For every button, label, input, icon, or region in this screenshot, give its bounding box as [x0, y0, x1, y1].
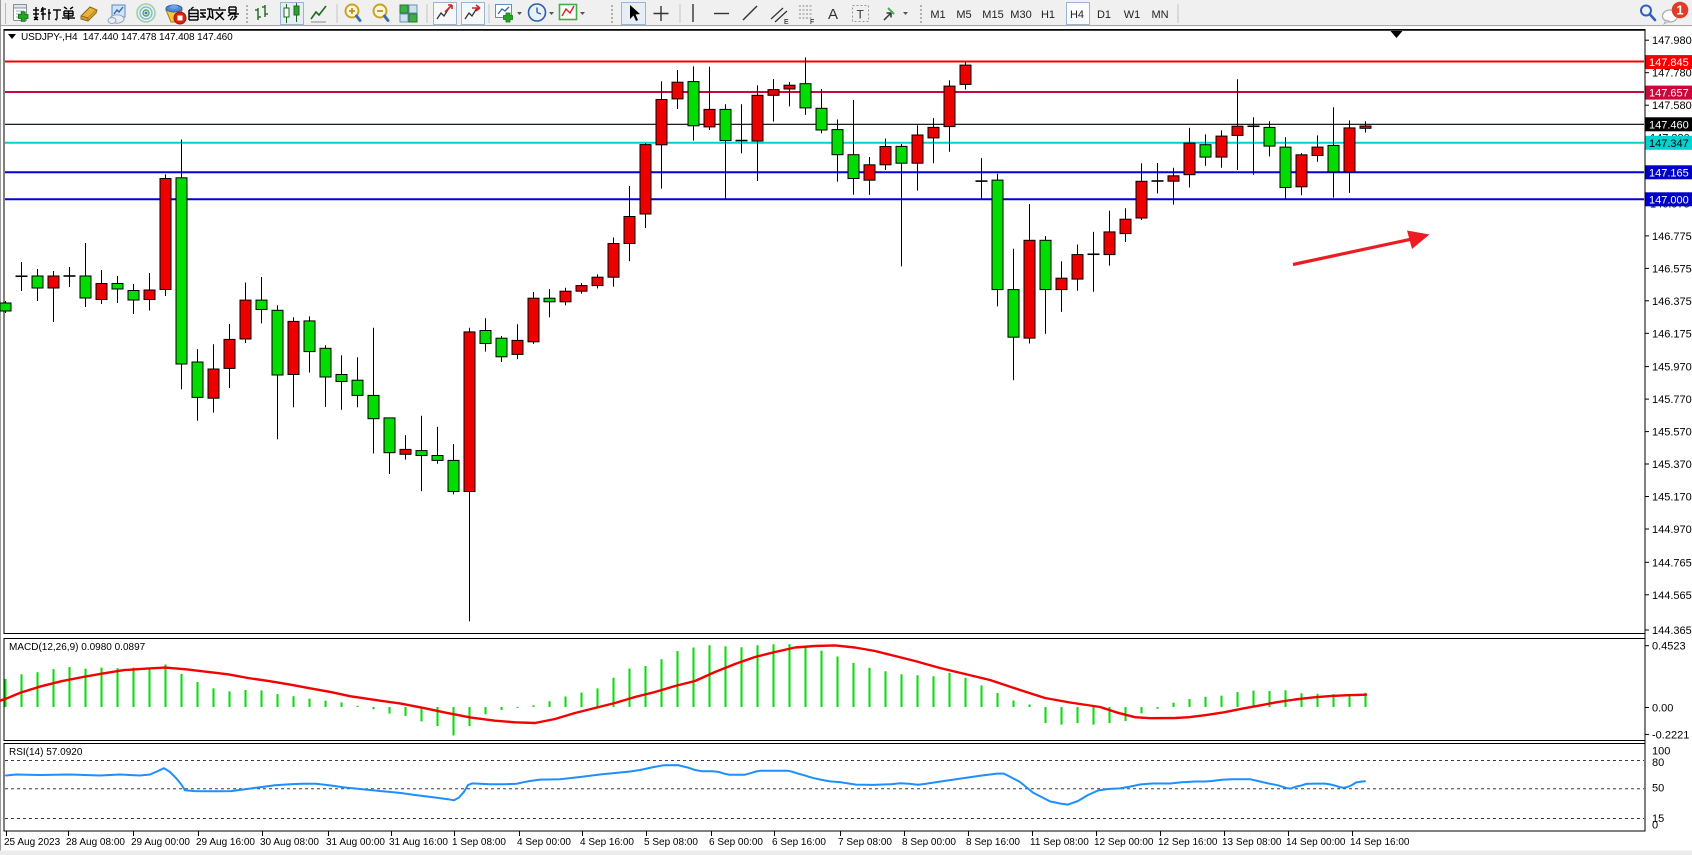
svg-text:146.775: 146.775 [1652, 231, 1692, 243]
svg-text:146.175: 146.175 [1652, 328, 1692, 340]
svg-text:E: E [784, 19, 789, 26]
svg-text:145.970: 145.970 [1652, 362, 1692, 374]
svg-text:M15: M15 [982, 9, 1003, 21]
svg-text:H1: H1 [1041, 9, 1055, 21]
svg-text:146.575: 146.575 [1652, 263, 1692, 275]
svg-text:28 Aug 08:00: 28 Aug 08:00 [66, 837, 125, 848]
svg-text:15: 15 [1652, 813, 1664, 825]
svg-text:147.657: 147.657 [1649, 88, 1689, 100]
svg-text:11 Sep 08:00: 11 Sep 08:00 [1030, 837, 1089, 848]
svg-text:W1: W1 [1124, 9, 1141, 21]
svg-text:14 Sep 00:00: 14 Sep 00:00 [1286, 837, 1346, 848]
svg-text:145.570: 145.570 [1652, 427, 1692, 439]
svg-text:4 Sep 00:00: 4 Sep 00:00 [517, 837, 571, 848]
svg-text:147.000: 147.000 [1649, 194, 1689, 206]
svg-text:144.365: 144.365 [1652, 625, 1692, 637]
svg-text:30 Aug 08:00: 30 Aug 08:00 [260, 837, 319, 848]
svg-text:29 Aug 00:00: 29 Aug 00:00 [131, 837, 190, 848]
svg-text:145.770: 145.770 [1652, 394, 1692, 406]
svg-text:6 Sep 00:00: 6 Sep 00:00 [709, 837, 763, 848]
svg-text:147.347: 147.347 [1649, 138, 1689, 150]
svg-text:144.565: 144.565 [1652, 590, 1692, 602]
svg-text:M5: M5 [956, 9, 971, 21]
svg-text:13 Sep 08:00: 13 Sep 08:00 [1222, 837, 1282, 848]
svg-text:14 Sep 16:00: 14 Sep 16:00 [1350, 837, 1410, 848]
svg-text:147.780: 147.780 [1652, 68, 1692, 80]
svg-text:31 Aug 00:00: 31 Aug 00:00 [326, 837, 385, 848]
svg-text:12 Sep 00:00: 12 Sep 00:00 [1094, 837, 1154, 848]
svg-text:8 Sep 16:00: 8 Sep 16:00 [966, 837, 1020, 848]
svg-text:A: A [828, 6, 838, 23]
svg-text:29 Aug 16:00: 29 Aug 16:00 [196, 837, 255, 848]
svg-text:M30: M30 [1010, 9, 1031, 21]
svg-text:146.375: 146.375 [1652, 296, 1692, 308]
svg-text:7 Sep 08:00: 7 Sep 08:00 [838, 837, 892, 848]
svg-text:5 Sep 08:00: 5 Sep 08:00 [644, 837, 698, 848]
svg-text:1 Sep 08:00: 1 Sep 08:00 [452, 837, 506, 848]
svg-text:M1: M1 [930, 9, 945, 21]
svg-text:147.165: 147.165 [1649, 167, 1689, 179]
svg-text:50: 50 [1652, 783, 1664, 795]
svg-text:147.460: 147.460 [1649, 119, 1689, 131]
svg-text:MACD(12,26,9) 0.0980 0.0897: MACD(12,26,9) 0.0980 0.0897 [9, 642, 146, 653]
svg-text:80: 80 [1652, 757, 1664, 769]
svg-text:144.765: 144.765 [1652, 557, 1692, 569]
svg-text:H4: H4 [1070, 9, 1084, 21]
svg-text:145.370: 145.370 [1652, 459, 1692, 471]
svg-text:6 Sep 16:00: 6 Sep 16:00 [772, 837, 826, 848]
svg-text:0.4523: 0.4523 [1652, 641, 1686, 653]
svg-text:F: F [810, 19, 814, 26]
svg-text:0: 0 [1652, 819, 1658, 831]
svg-text:147.580: 147.580 [1652, 100, 1692, 112]
svg-text:RSI(14) 57.0920: RSI(14) 57.0920 [9, 747, 83, 758]
svg-text:25 Aug 2023: 25 Aug 2023 [4, 837, 61, 848]
svg-text:D1: D1 [1097, 9, 1111, 21]
svg-text:0.00: 0.00 [1652, 703, 1673, 715]
svg-text:8 Sep 00:00: 8 Sep 00:00 [902, 837, 956, 848]
svg-text:-0.2221: -0.2221 [1652, 729, 1689, 741]
svg-text:4 Sep 16:00: 4 Sep 16:00 [580, 837, 634, 848]
svg-text:100: 100 [1652, 745, 1670, 757]
svg-text:147.980: 147.980 [1652, 35, 1692, 47]
svg-text:MN: MN [1151, 9, 1168, 21]
svg-text:USDJPY-,H4 147.440 147.478 14: USDJPY-,H4 147.440 147.478 147.408 147.4… [21, 32, 233, 43]
svg-text:12 Sep 16:00: 12 Sep 16:00 [1158, 837, 1218, 848]
svg-text:31 Aug 16:00: 31 Aug 16:00 [389, 837, 448, 848]
svg-text:T: T [857, 8, 865, 22]
svg-text:1: 1 [1676, 3, 1683, 18]
svg-text:144.970: 144.970 [1652, 524, 1692, 536]
svg-text:145.170: 145.170 [1652, 492, 1692, 504]
svg-text:147.845: 147.845 [1649, 57, 1689, 69]
